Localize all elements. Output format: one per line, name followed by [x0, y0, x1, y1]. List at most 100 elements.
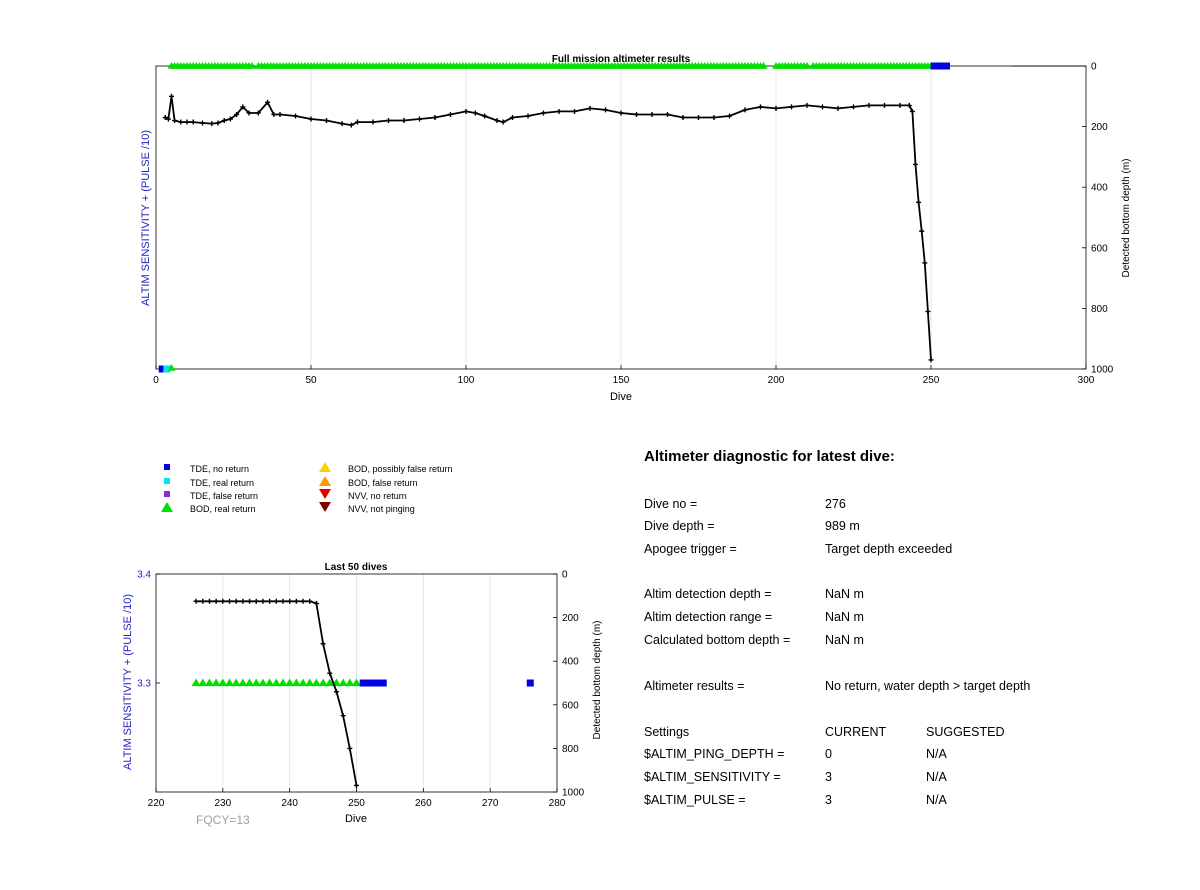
tde-no-return-marker	[379, 679, 387, 687]
bottom-x-tick-label: 280	[549, 798, 566, 809]
tde-no-return-marker	[526, 679, 534, 687]
bottom-depth-point	[482, 113, 488, 119]
bottom-depth-point	[221, 118, 227, 124]
bottom-depth-point	[190, 119, 196, 125]
tde-no-return-marker	[359, 679, 367, 687]
bottom-depth-point	[247, 598, 253, 604]
bottom-y-left-label: ALTIM SENSITIVITY + (PULSE /10)	[122, 594, 134, 770]
bottom-depth-point	[727, 113, 732, 119]
bottom-depth-point	[909, 108, 915, 114]
bottom-depth-point	[265, 99, 271, 105]
legend-item-bod-real-return: BOD, real return	[160, 502, 256, 515]
diag-row-detection-depth: Altim detection depth = NaN m	[644, 587, 1164, 605]
top-chart-title: Full mission altimeter results	[552, 54, 691, 65]
bottom-depth-point	[287, 598, 293, 604]
bottom-depth-point	[260, 598, 266, 604]
diag-row-dive-no: Dive no = 276	[644, 497, 1164, 515]
bottom-y-right-tick-label: 400	[562, 657, 579, 668]
bod-real-return-marker	[204, 678, 214, 687]
bottom-x-tick-label: 270	[482, 798, 499, 809]
bottom-depth-point	[267, 598, 273, 604]
bottom-depth-point	[324, 118, 329, 124]
darkred-triangle-down-icon	[318, 502, 332, 515]
bottom-y-left-tick-label: 3.3	[137, 679, 151, 690]
legend-item-tde-no-return: TDE, no return	[160, 462, 249, 475]
bottom-depth-point	[178, 119, 184, 125]
legend-label: TDE, no return	[190, 463, 250, 474]
bottom-depth-point	[916, 199, 922, 205]
setting-label: $ALTIM_PING_DEPTH =	[644, 747, 785, 761]
setting-suggested: N/A	[926, 747, 947, 761]
bod-real-return-marker	[305, 678, 315, 687]
bottom-depth-point	[354, 782, 359, 788]
bottom-depth-point	[220, 598, 226, 604]
legend-label: BOD, real return	[190, 503, 256, 514]
bottom-depth-point	[789, 104, 794, 110]
bottom-depth-point	[866, 102, 872, 108]
bottom-depth-point	[919, 228, 925, 234]
top-y-tick-label: 800	[1091, 304, 1108, 315]
setting-current: 3	[825, 770, 832, 784]
bottom-depth-point	[618, 110, 624, 116]
legend-item-nvv-not-pinging: NVV, not pinging	[318, 502, 415, 515]
top-x-tick-label: 0	[153, 375, 159, 386]
green-triangle-up-icon	[160, 502, 174, 515]
bottom-depth-point	[913, 161, 918, 167]
bottom-depth-point	[556, 108, 562, 114]
settings-header: Settings CURRENT SUGGESTED	[644, 725, 1164, 743]
bottom-y-right-tick-label: 600	[562, 700, 579, 711]
bod-real-return-marker	[318, 678, 328, 687]
bottom-depth-point	[162, 115, 168, 121]
bottom-depth-point	[165, 116, 171, 122]
top-grid	[310, 66, 932, 369]
legend-label: TDE, real return	[190, 477, 255, 488]
bottom-depth-point	[233, 598, 239, 604]
diag-label: Altim detection depth =	[644, 587, 772, 601]
diag-value: NaN m	[825, 610, 864, 624]
top-x-tick-label: 50	[305, 375, 317, 386]
bottom-x-tick-label: 230	[214, 798, 231, 809]
bod-real-return-marker	[251, 678, 261, 687]
diag-row-altimeter-results: Altimeter results = No return, water dep…	[644, 679, 1164, 697]
top-y-left-label: ALTIM SENSITIVITY + (PULSE /10)	[140, 130, 152, 306]
bottom-y-right-tick-label: 0	[562, 570, 568, 581]
bottom-depth-point	[680, 115, 686, 121]
orange-triangle-up-icon	[318, 476, 332, 489]
bod-real-return-marker	[325, 678, 335, 687]
top-x-tick-label: 250	[923, 375, 940, 386]
bottom-depth-point	[525, 113, 531, 119]
bod-real-return-marker	[291, 678, 301, 687]
top-series	[158, 62, 950, 373]
bottom-depth-point	[922, 260, 928, 266]
bottom-x-label: Dive	[345, 813, 367, 825]
bottom-depth-point	[634, 111, 639, 117]
bottom-x-tick-label: 240	[281, 798, 298, 809]
top-y-tick-label: 400	[1091, 183, 1108, 194]
bottom-axis-ticks: 220 230 240 250 260 270 280 0 200 400 600 800 1000 3.…	[137, 570, 585, 810]
bottom-depth-point	[758, 104, 763, 110]
bod-real-return-marker	[271, 678, 281, 687]
bottom-depth-point	[587, 105, 593, 111]
bod-real-return-marker	[278, 678, 288, 687]
full-mission-chart: 0 50 100 150 200 250 300 0 200 400 600 800 1000 Full…	[140, 54, 1132, 403]
bottom-depth-point	[300, 598, 306, 604]
bottom-depth-point	[277, 111, 283, 117]
diag-value: NaN m	[825, 587, 864, 601]
bottom-depth-point	[209, 121, 215, 127]
yellow-triangle-up-icon	[318, 462, 332, 475]
setting-suggested: N/A	[926, 770, 947, 784]
bottom-depth-point	[500, 119, 506, 125]
bottom-depth-point	[928, 357, 934, 363]
bottom-depth-point	[255, 110, 261, 116]
top-y-tick-label: 200	[1091, 122, 1108, 133]
bottom-depth-point	[172, 118, 178, 124]
diag-value: Target depth exceeded	[825, 542, 953, 556]
last-50-dives-chart: 220 230 240 250 260 270 280 0 200 400 600 800 1000 3.…	[122, 562, 603, 825]
bottom-depth-point	[327, 670, 333, 676]
bottom-depth-point	[494, 118, 500, 124]
bod-real-return-marker	[338, 678, 348, 687]
bottom-depth-point	[882, 102, 887, 108]
tde-no-return-marker	[943, 62, 950, 70]
bottom-depth-point	[240, 104, 246, 110]
top-y-tick-label: 600	[1091, 243, 1108, 254]
